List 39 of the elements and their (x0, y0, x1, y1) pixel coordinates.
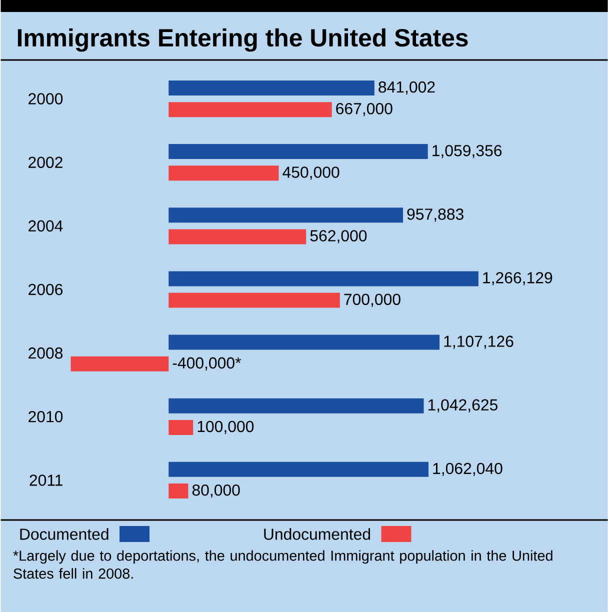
bar (168, 80, 374, 96)
data-label: -400,000* (172, 357, 241, 370)
bar (70, 356, 168, 372)
bar (168, 292, 340, 308)
data-label: 700,000 (344, 294, 400, 307)
bar (168, 484, 188, 499)
legend-label: Documented (20, 528, 108, 540)
data-label: 1,107,126 (444, 336, 514, 349)
y-tick-label: 2006 (28, 284, 62, 296)
chart-title: Immigrants Entering the United States (18, 28, 468, 52)
bar (168, 398, 424, 414)
bar (168, 144, 428, 160)
data-label: 841,002 (378, 81, 435, 95)
bar (168, 334, 440, 350)
bar (168, 208, 403, 223)
bar (168, 420, 193, 435)
y-tick-label: 2004 (28, 220, 63, 232)
data-label: 562,000 (310, 230, 366, 244)
data-label: 80,000 (192, 484, 240, 498)
data-label: 1,042,625 (428, 399, 498, 412)
y-tick-label: 2010 (28, 411, 62, 422)
y-tick-label: 2000 (28, 93, 62, 104)
data-label: 667,000 (336, 103, 392, 116)
y-tick-label: 2002 (28, 156, 62, 168)
bar (168, 102, 332, 118)
bar (168, 462, 428, 477)
data-label: 1,062,040 (433, 462, 502, 476)
legend-label: Undocumented (264, 528, 370, 540)
y-tick-label: 2008 (28, 347, 62, 359)
data-label: 100,000 (198, 420, 254, 434)
bar (168, 271, 478, 286)
data-label: 450,000 (282, 166, 339, 180)
data-label: 1,266,129 (482, 272, 552, 286)
text: *Largely due to deportations, the undocumented Immigrant population in the United States fell in 2008. (12, 550, 552, 579)
y-tick-label: 2011 (30, 474, 62, 486)
bar (168, 166, 278, 181)
data-label: 1,059,356 (432, 144, 502, 158)
data-label: 957,883 (407, 208, 464, 222)
bar (168, 229, 306, 244)
